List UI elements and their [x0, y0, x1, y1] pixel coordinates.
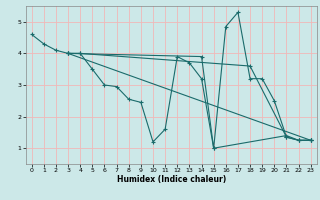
X-axis label: Humidex (Indice chaleur): Humidex (Indice chaleur): [116, 175, 226, 184]
